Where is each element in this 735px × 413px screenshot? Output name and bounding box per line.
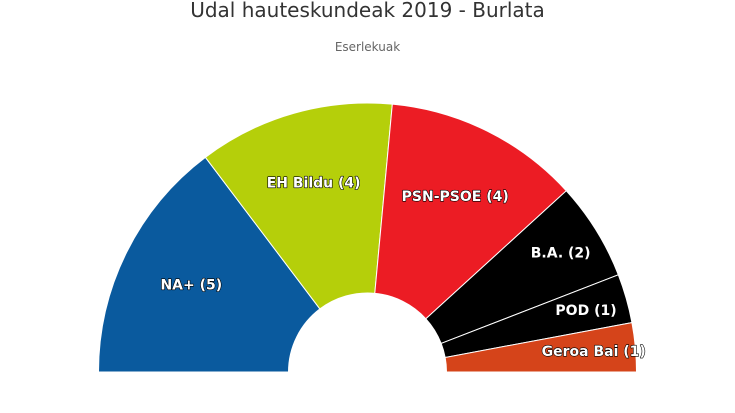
seat-slices <box>97 102 638 373</box>
slice-label-psn-psoe: PSN-PSOE (4) <box>402 189 509 205</box>
slice-labels: NA+ (5) EH Bildu (4) PSN-PSOE (4) B.A. (2) P… <box>160 175 647 361</box>
slice-psn-psoe <box>374 103 567 320</box>
slice-label-eh-bildu: EH Bildu (4) <box>267 176 361 192</box>
slice-label-pod: POD (1) <box>555 303 616 319</box>
slice-na <box>97 156 321 373</box>
slice-label-geroa-bai: Geroa Bai (1) <box>542 344 646 360</box>
slice-geroa-bai <box>444 321 638 373</box>
chart-title: Udal hauteskundeak 2019 - Burlata <box>190 0 545 22</box>
slice-label-na: NA+ (5) <box>160 277 222 293</box>
slice-eh-bildu <box>204 102 393 310</box>
chart-subtitle: Eserlekuak <box>335 40 400 54</box>
slice-label-b-a: B.A. (2) <box>531 245 591 261</box>
